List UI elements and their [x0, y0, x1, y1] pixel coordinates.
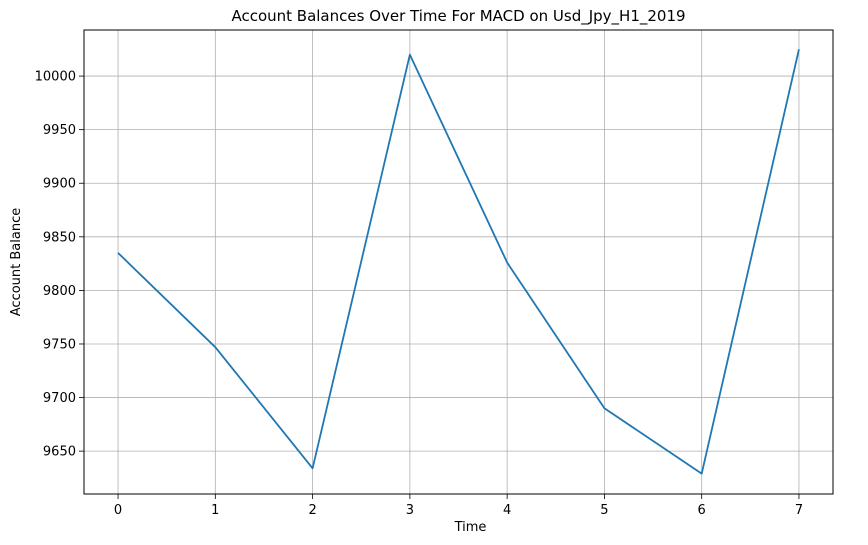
x-tick-label: 6: [698, 503, 706, 518]
x-axis-ticks: 0 1 2 3 4 5 6 7: [114, 494, 803, 518]
plot-frame: [83, 29, 834, 495]
y-axis-ticks: 9650 9700 9750 9800 9850 9900 9950 10000: [35, 70, 84, 460]
series-layer: [117, 49, 800, 475]
y-tick-label: 9950: [43, 123, 76, 138]
x-axis-title: Time: [454, 520, 487, 535]
y-tick-label: 9650: [43, 445, 76, 460]
x-tick-label: 2: [308, 503, 316, 518]
y-tick-label: 9900: [43, 177, 76, 192]
x-tick-label: 4: [503, 503, 511, 518]
y-tick-label: 9700: [43, 391, 76, 406]
grid-lines: [84, 30, 833, 494]
x-tick-label: 0: [114, 503, 122, 518]
y-tick-label: 10000: [35, 70, 76, 85]
chart-title: Account Balances Over Time For MACD on U…: [231, 7, 685, 26]
series-line: [117, 49, 800, 475]
y-axis-title: Account Balance: [9, 208, 24, 316]
y-tick-label: 9800: [43, 284, 76, 299]
x-tick-label: 1: [211, 503, 219, 518]
x-tick-label: 3: [406, 503, 414, 518]
y-tick-label: 9750: [43, 337, 76, 352]
y-tick-label: 9850: [43, 230, 76, 245]
x-tick-label: 7: [795, 503, 803, 518]
x-tick-label: 5: [600, 503, 608, 518]
